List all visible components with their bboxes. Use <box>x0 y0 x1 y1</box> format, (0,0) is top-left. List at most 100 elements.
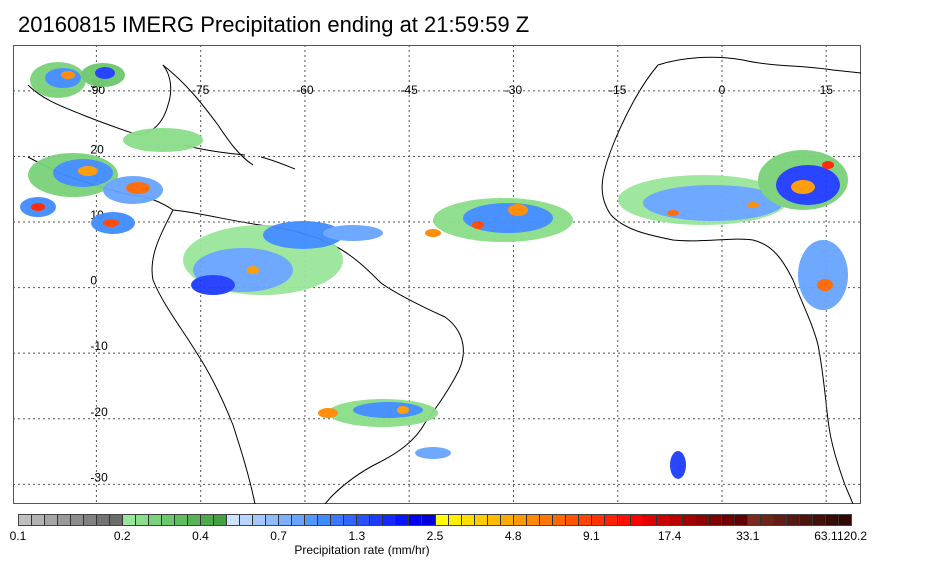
coastline-south-america-west <box>151 209 256 504</box>
colorbar-swatch <box>643 515 657 525</box>
colorbar-swatch <box>318 515 332 525</box>
colorbar-swatch <box>448 515 462 525</box>
colorbar-swatch <box>214 515 228 525</box>
colorbar-swatch <box>344 515 358 525</box>
colorbar-swatch <box>682 515 696 525</box>
colorbar-swatch <box>734 515 748 525</box>
latitude-label: -20 <box>90 405 108 419</box>
colorbar-swatch <box>305 515 319 525</box>
colorbar-swatch <box>539 515 553 525</box>
colorbar-swatch <box>45 515 59 525</box>
rain-cluster-gulf <box>30 62 125 98</box>
colorbar-tick-label: 63.1 <box>814 529 838 543</box>
precipitation-areas <box>20 62 848 479</box>
colorbar <box>18 514 852 526</box>
colorbar-swatch <box>552 515 566 525</box>
longitude-label: -15 <box>609 83 627 97</box>
colorbar-swatch <box>500 515 514 525</box>
map-frame <box>13 45 861 504</box>
colorbar-swatch <box>474 515 488 525</box>
map-title: 20160815 IMERG Precipitation ending at 2… <box>18 12 530 37</box>
colorbar-swatch <box>656 515 670 525</box>
colorbar-swatch <box>786 515 800 525</box>
colorbar-tick-label: 0.1 <box>9 529 27 543</box>
colorbar-swatch <box>279 515 293 525</box>
rain-cluster-west-africa <box>618 150 848 310</box>
colorbar-tick-label: 0.4 <box>192 529 209 543</box>
colorbar-swatch <box>149 515 163 525</box>
longitude-label: -45 <box>401 83 419 97</box>
colorbar-swatch <box>565 515 579 525</box>
colorbar-swatch <box>266 515 280 525</box>
colorbar-swatch <box>58 515 72 525</box>
colorbar-swatch <box>825 515 839 525</box>
colorbar-swatch <box>435 515 449 525</box>
colorbar-swatch <box>136 515 150 525</box>
colorbar-title-wrap: Precipitation rate (mm/hr) <box>0 543 944 557</box>
colorbar-tick-label: 17.4 <box>657 529 682 543</box>
longitude-labels: -90 -75 -60 -45 -30 -15 0 15 <box>88 83 834 97</box>
colorbar-swatch <box>370 515 384 525</box>
colorbar-swatch <box>422 515 436 525</box>
rain-cluster-atlantic-itcz <box>425 198 573 242</box>
colorbar-tick-label: 120.2 <box>836 529 868 543</box>
colorbar-swatch <box>84 515 98 525</box>
rain-cluster-south-brazil <box>318 399 686 479</box>
colorbar-swatch <box>617 515 631 525</box>
colorbar-swatch <box>188 515 202 525</box>
coastlines <box>27 56 861 504</box>
colorbar-tick-label: 9.1 <box>583 529 600 543</box>
colorbar-swatch <box>292 515 306 525</box>
longitude-label: -30 <box>505 83 523 97</box>
longitude-label: -75 <box>192 83 210 97</box>
colorbar-tick-label: 33.1 <box>736 529 760 543</box>
colorbar-swatch <box>695 515 709 525</box>
longitude-label: 0 <box>719 83 726 97</box>
colorbar-tick-label: 0.7 <box>270 529 287 543</box>
colorbar-swatch <box>708 515 722 525</box>
colorbar-swatch <box>591 515 605 525</box>
colorbar-swatch <box>513 515 527 525</box>
coastline-africa <box>601 64 854 504</box>
colorbar-swatch <box>799 515 813 525</box>
colorbar-swatch <box>578 515 592 525</box>
colorbar-swatch <box>227 515 241 525</box>
colorbar-swatch <box>357 515 371 525</box>
rain-cluster-caribbean <box>20 128 203 234</box>
colorbar-swatch <box>669 515 683 525</box>
colorbar-title: Precipitation rate (mm/hr) <box>294 543 430 557</box>
graticule <box>13 45 861 504</box>
colorbar-swatch <box>175 515 189 525</box>
colorbar-swatch <box>630 515 644 525</box>
colorbar-tick-label: 1.3 <box>348 529 366 543</box>
latitude-label: 20 <box>90 142 104 156</box>
longitude-label: -60 <box>296 83 314 97</box>
colorbar-swatch <box>240 515 254 525</box>
colorbar-swatch <box>526 515 540 525</box>
colorbar-swatch <box>123 515 137 525</box>
colorbar-swatch <box>383 515 397 525</box>
colorbar-swatch <box>201 515 215 525</box>
colorbar-swatch <box>721 515 735 525</box>
colorbar-swatch <box>71 515 85 525</box>
colorbar-swatch <box>773 515 787 525</box>
coastline-africa-north <box>657 56 861 74</box>
colorbar-swatch <box>97 515 111 525</box>
colorbar-swatch <box>487 515 501 525</box>
longitude-label: 15 <box>820 83 834 97</box>
colorbar-tick-label: 4.8 <box>504 529 522 543</box>
colorbar-tick-label: 0.2 <box>113 529 131 543</box>
colorbar-swatch <box>331 515 345 525</box>
colorbar-swatch <box>32 515 46 525</box>
colorbar-tick-labels: 0.1 0.2 0.4 0.7 1.3 2.5 4.8 9.1 17.4 33.1 63.1 120.… <box>0 529 944 543</box>
colorbar-swatch <box>461 515 475 525</box>
colorbar-swatch <box>253 515 267 525</box>
coastline-north-america <box>162 64 254 166</box>
coastline-caribbean <box>182 144 296 170</box>
colorbar-swatch <box>760 515 774 525</box>
latitude-label: -10 <box>90 339 108 353</box>
colorbar-swatch <box>409 515 423 525</box>
rain-cluster-amazon <box>183 221 383 295</box>
colorbar-swatch <box>19 515 33 525</box>
